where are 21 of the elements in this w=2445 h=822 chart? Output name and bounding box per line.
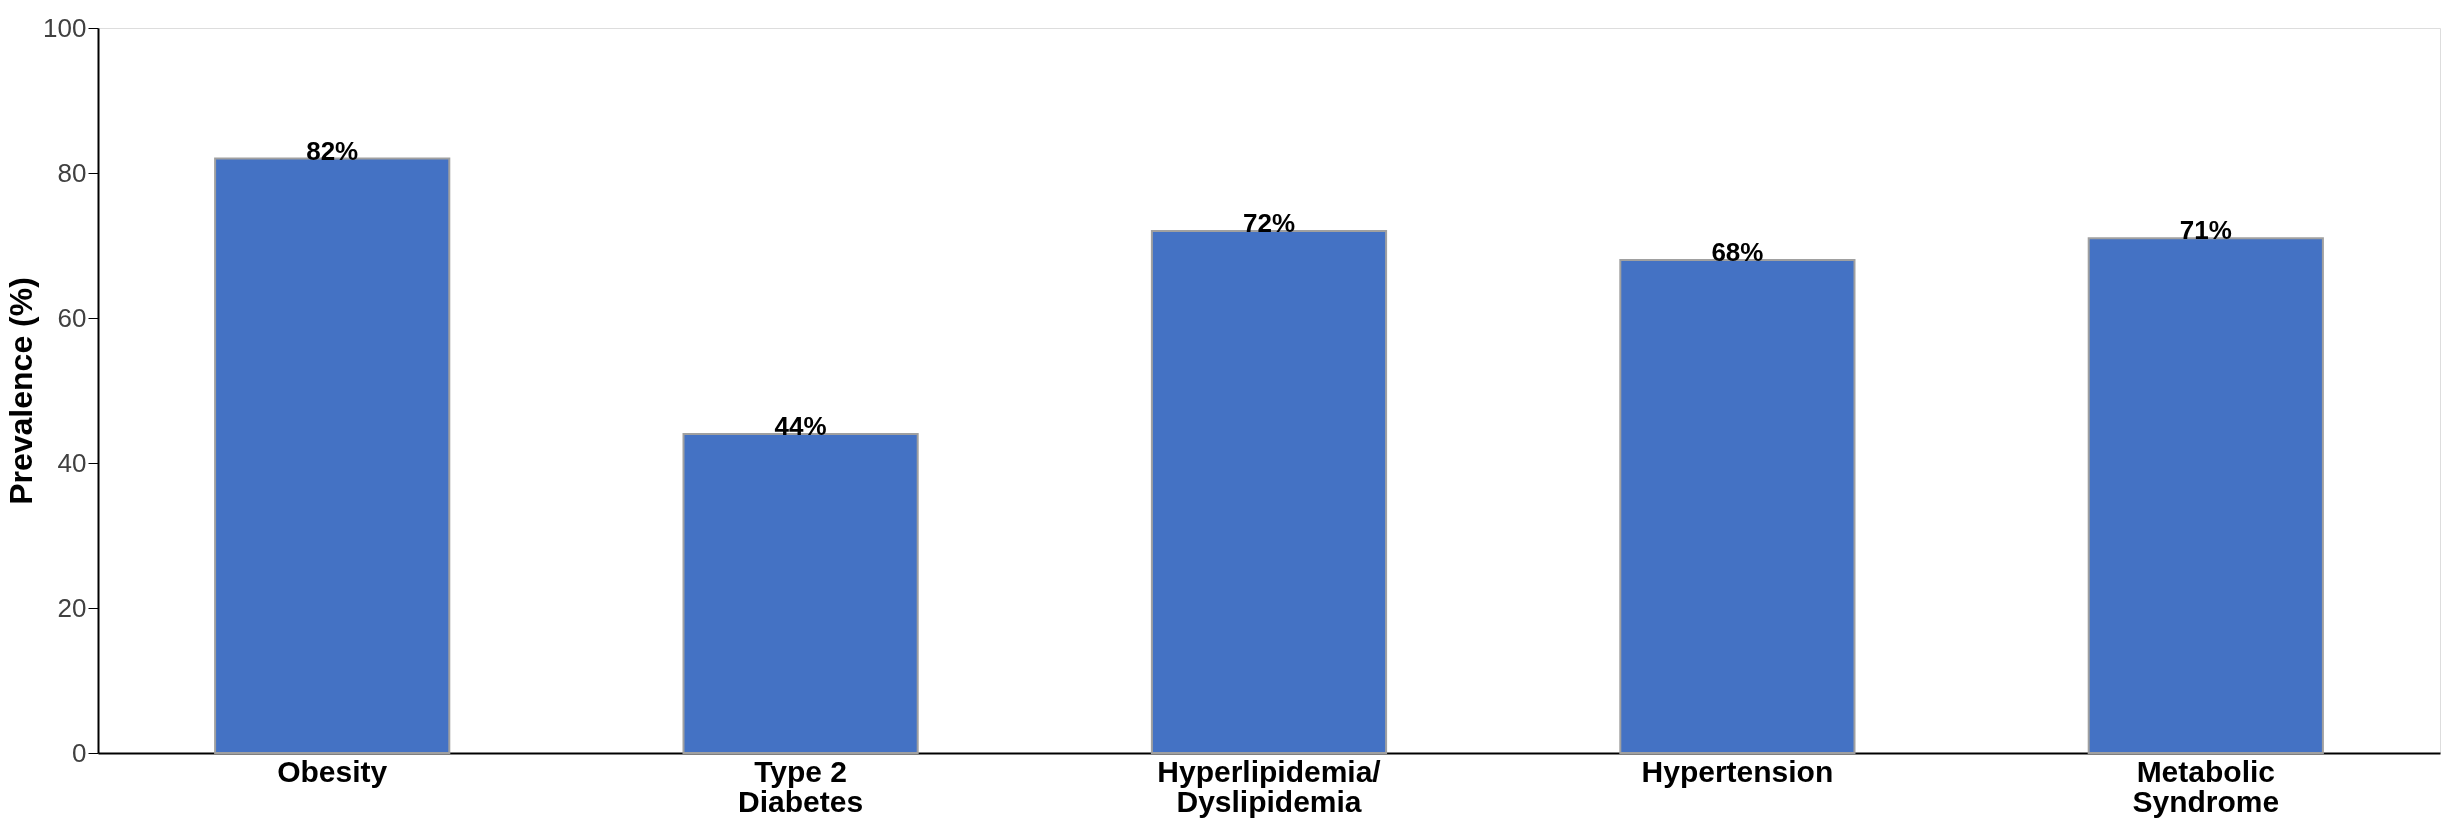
y-tick-label: 60 bbox=[57, 302, 87, 333]
data-label: 82% bbox=[306, 135, 359, 166]
data-label: 71% bbox=[2179, 215, 2232, 246]
y-tick-label: 80 bbox=[57, 157, 87, 188]
y-axis-title: Prevalence (%) bbox=[3, 277, 40, 505]
x-tick-label: Obesity bbox=[277, 754, 388, 788]
y-tick-label: 0 bbox=[72, 737, 87, 768]
x-tick-label: Hyperlipidemia/ Dyslipidemia bbox=[1157, 754, 1382, 818]
data-label: 44% bbox=[774, 411, 827, 441]
bar bbox=[1150, 230, 1388, 754]
x-tick-label: Metabolic Syndrome bbox=[2132, 754, 2280, 818]
data-label: 68% bbox=[1711, 237, 1764, 267]
y-tick-label: 100 bbox=[43, 12, 87, 43]
y-tick-label: 20 bbox=[57, 592, 87, 623]
x-tick-label: Hypertension bbox=[1641, 754, 1834, 788]
bar bbox=[682, 433, 919, 754]
bar bbox=[2087, 237, 2324, 754]
bar bbox=[1619, 259, 1856, 754]
y-tick-label: 40 bbox=[57, 447, 87, 478]
data-label: 72% bbox=[1242, 208, 1296, 238]
x-tick-label: Type 2 Diabetes bbox=[738, 754, 864, 818]
